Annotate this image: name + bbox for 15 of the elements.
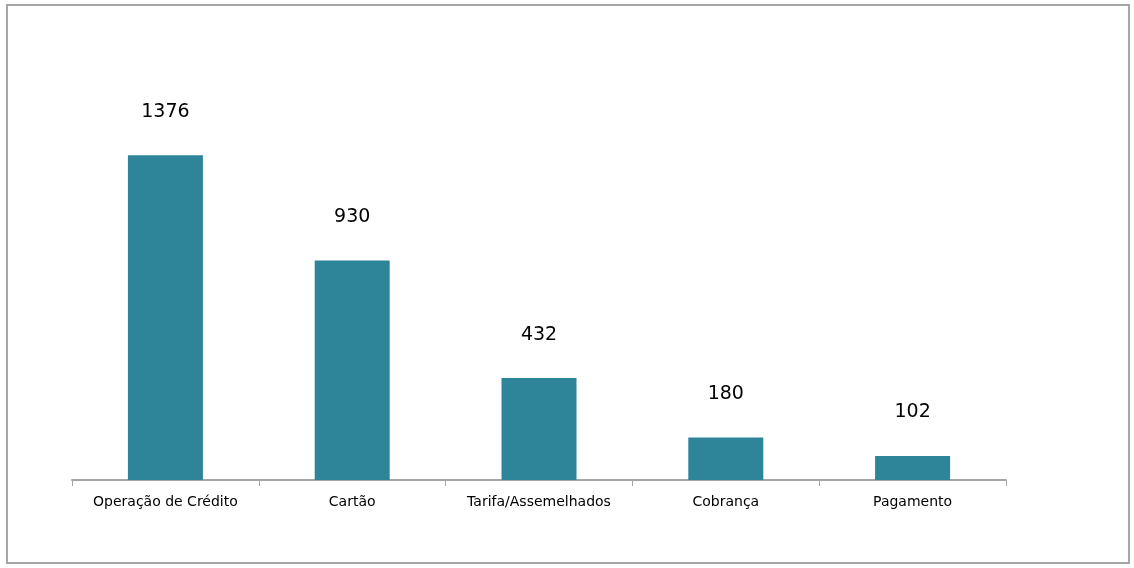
x-tick-label: Tarifa/Assemelhados xyxy=(466,493,611,509)
bar xyxy=(127,155,203,480)
x-tick-label: Operação de Crédito xyxy=(93,493,238,509)
bar xyxy=(314,260,390,480)
bar xyxy=(875,455,951,480)
x-tick-label: Cartão xyxy=(328,493,376,509)
data-label: 930 xyxy=(334,204,371,227)
data-label: 1376 xyxy=(141,98,190,121)
data-label: 432 xyxy=(520,321,558,344)
bar xyxy=(501,378,577,480)
data-label: 180 xyxy=(707,381,744,404)
data-label: 102 xyxy=(894,399,931,422)
x-tick-label: Cobrança xyxy=(692,493,760,509)
x-tick-label: Pagamento xyxy=(873,493,953,509)
bar xyxy=(688,437,764,480)
